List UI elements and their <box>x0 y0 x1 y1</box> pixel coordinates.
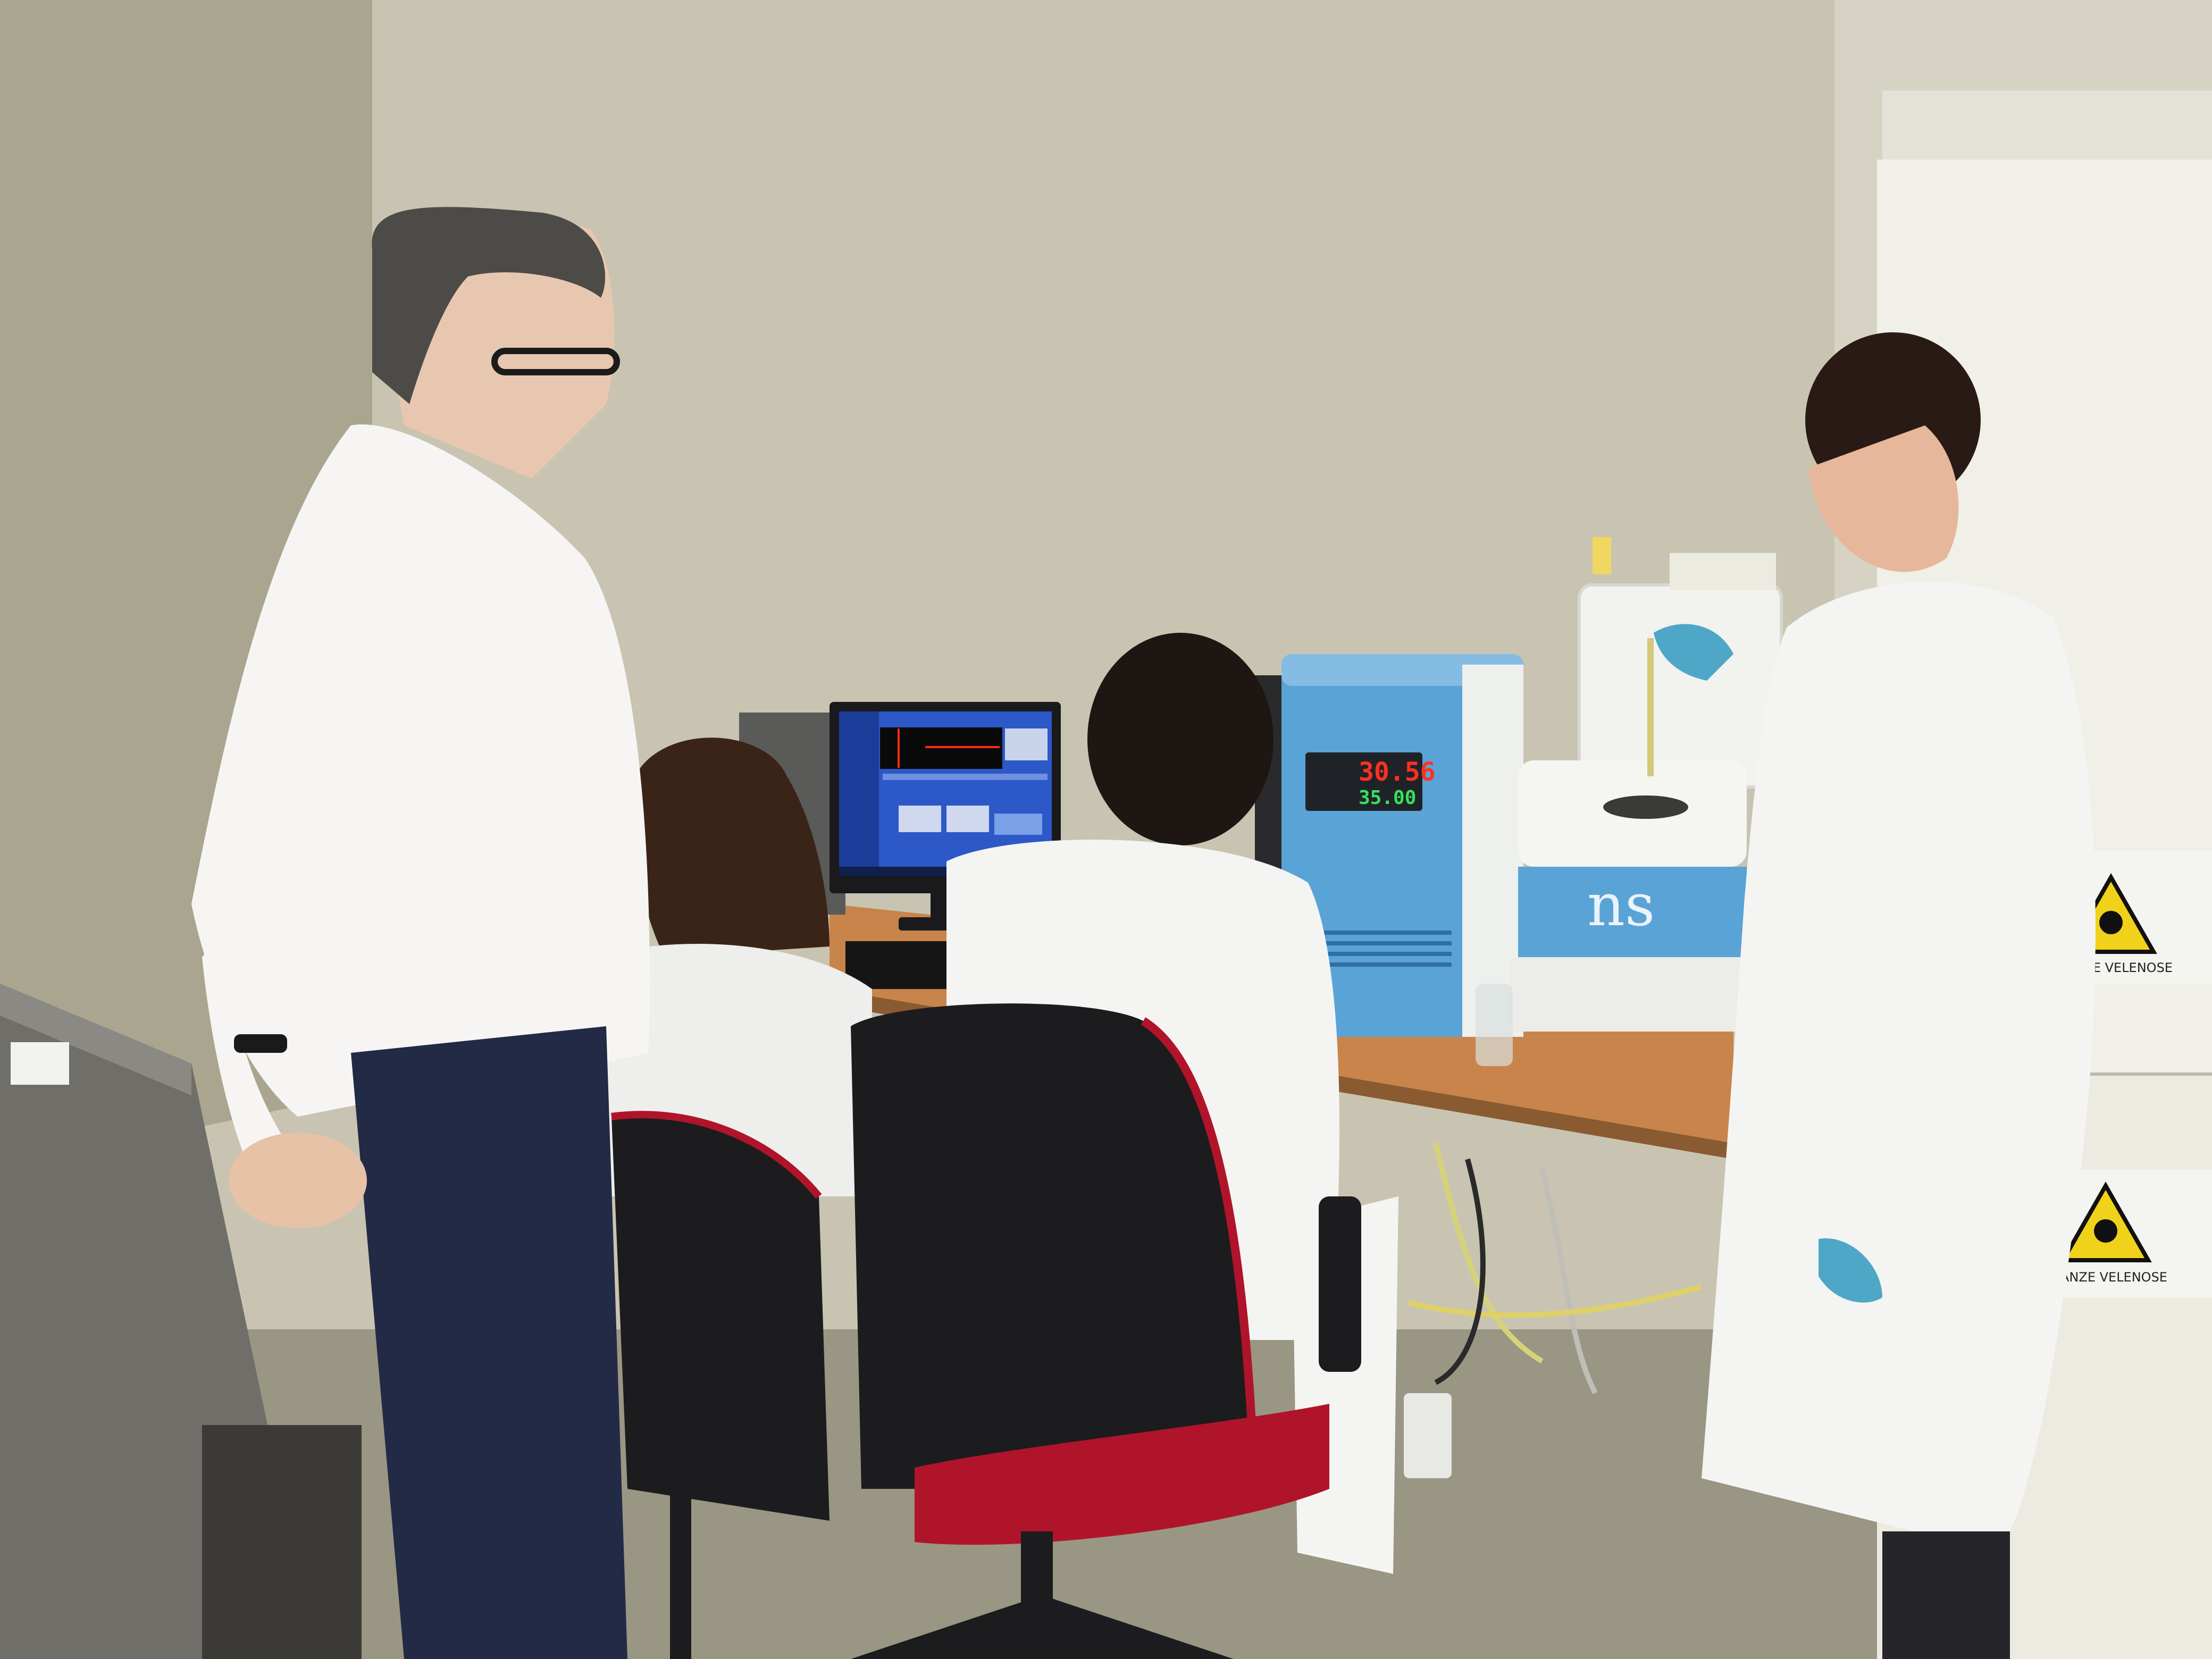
metal-cabinet <box>0 984 362 1659</box>
yellow-sticky-note <box>1593 537 1611 574</box>
wristwatch-icon <box>234 1034 287 1053</box>
office-chair-left <box>611 1111 830 1659</box>
glass-vial <box>1476 984 1513 1066</box>
power-strip <box>1404 1393 1452 1478</box>
wall-note <box>1670 553 1776 590</box>
thermostat-instrument: 30.56 35.00 <box>1281 654 1523 1037</box>
cables <box>1408 1142 1703 1395</box>
gloved-hand-raised <box>1654 624 1733 681</box>
office-chair-center <box>851 1003 1361 1659</box>
standing-man <box>191 207 650 1659</box>
temperature-reading: 30.56 <box>1359 757 1436 787</box>
hazard-label-lower: ANZE VELENOSE <box>2058 1170 2212 1297</box>
standing-woman <box>1647 332 2096 1659</box>
computer-monitor <box>830 702 1061 931</box>
keyboard <box>845 941 952 989</box>
gloved-hand-lower <box>1819 1238 1882 1303</box>
setpoint-reading: 35.00 <box>1359 787 1416 809</box>
eyeglasses-icon <box>491 348 620 375</box>
instrument-logo: ns <box>1587 871 1655 939</box>
clasped-hands <box>229 1133 367 1228</box>
nmr-instrument: ns <box>1510 583 1783 1032</box>
hazard-label-lower-text: ANZE VELENOSE <box>2060 1270 2167 1285</box>
sample-tube <box>1647 638 1654 776</box>
